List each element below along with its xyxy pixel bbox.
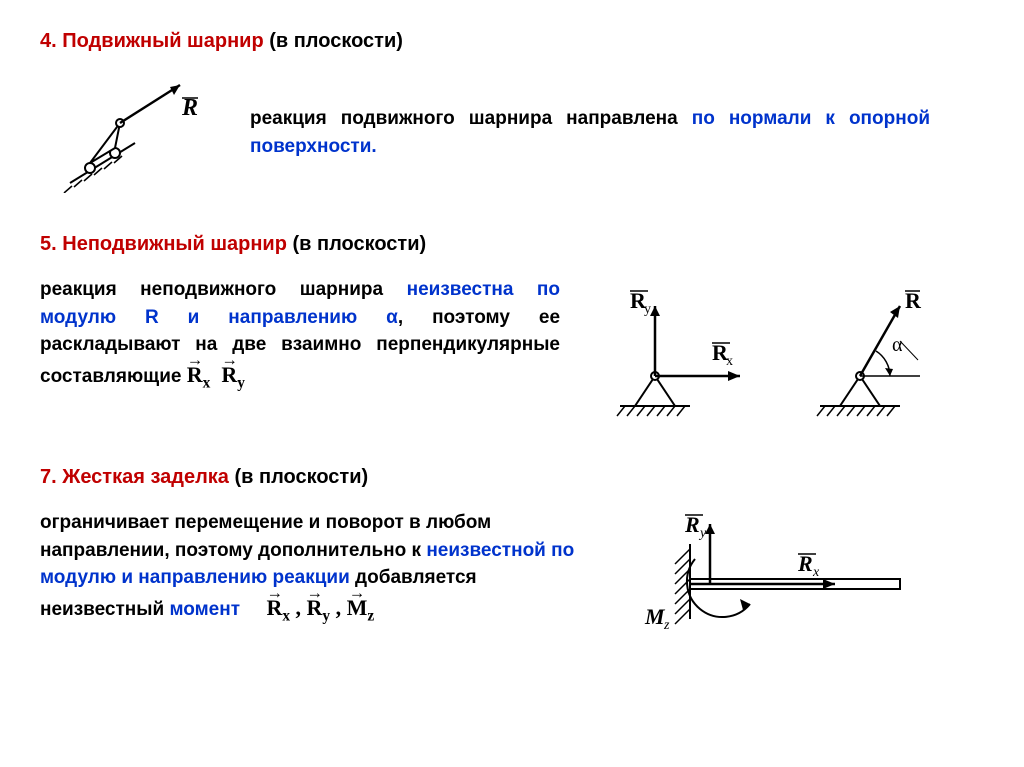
- section5-subtitle: (в плоскости): [293, 233, 427, 255]
- section4-title: Подвижный шарнир: [62, 30, 263, 52]
- svg-text:R: R: [684, 512, 700, 537]
- section7-title: Жесткая заделка: [62, 466, 229, 488]
- section5-text: реакция неподвижного шарнира неизвестна …: [40, 276, 560, 394]
- svg-text:α: α: [892, 334, 903, 356]
- fixed-support-diagram: R y R x M z: [630, 509, 910, 659]
- svg-text:z: z: [663, 618, 670, 633]
- pin-support-components-diagram: R y R x: [590, 276, 760, 426]
- section7-text: ограничивает перемещение и поворот в люб…: [40, 509, 600, 627]
- pin-support-resultant-diagram: R α: [790, 276, 960, 426]
- section4-text: реакция подвижного шарнира направлена по…: [250, 105, 930, 160]
- svg-text:x: x: [812, 565, 820, 580]
- svg-text:R: R: [181, 95, 198, 121]
- section4-body: R реакция подвижного шарнира направлена …: [40, 73, 984, 193]
- section7-subtitle: (в плоскости): [234, 466, 368, 488]
- section4-subtitle: (в плоскости): [269, 30, 403, 52]
- roller-support-diagram: R: [40, 73, 220, 193]
- svg-text:R: R: [905, 288, 922, 313]
- section5-num: 5.: [40, 233, 57, 255]
- section4-heading: 4. Подвижный шарнир (в плоскости): [40, 30, 984, 53]
- section7-heading: 7. Жесткая заделка (в плоскости): [40, 466, 984, 489]
- section5-formula: Rx Ry: [187, 362, 245, 387]
- section5-body: реакция неподвижного шарнира неизвестна …: [40, 276, 984, 426]
- svg-text:y: y: [698, 526, 707, 541]
- section7-num: 7.: [40, 466, 57, 488]
- section7-body: ограничивает перемещение и поворот в люб…: [40, 509, 984, 659]
- svg-text:R: R: [797, 551, 813, 576]
- section4-num: 4.: [40, 30, 57, 52]
- svg-text:M: M: [644, 604, 666, 629]
- svg-text:y: y: [644, 302, 651, 317]
- section5-heading: 5. Неподвижный шарнир (в плоскости): [40, 233, 984, 256]
- section5-title: Неподвижный шарнир: [62, 233, 287, 255]
- svg-text:x: x: [726, 354, 733, 369]
- section7-formula: Rx , Ry , Mz: [266, 595, 374, 620]
